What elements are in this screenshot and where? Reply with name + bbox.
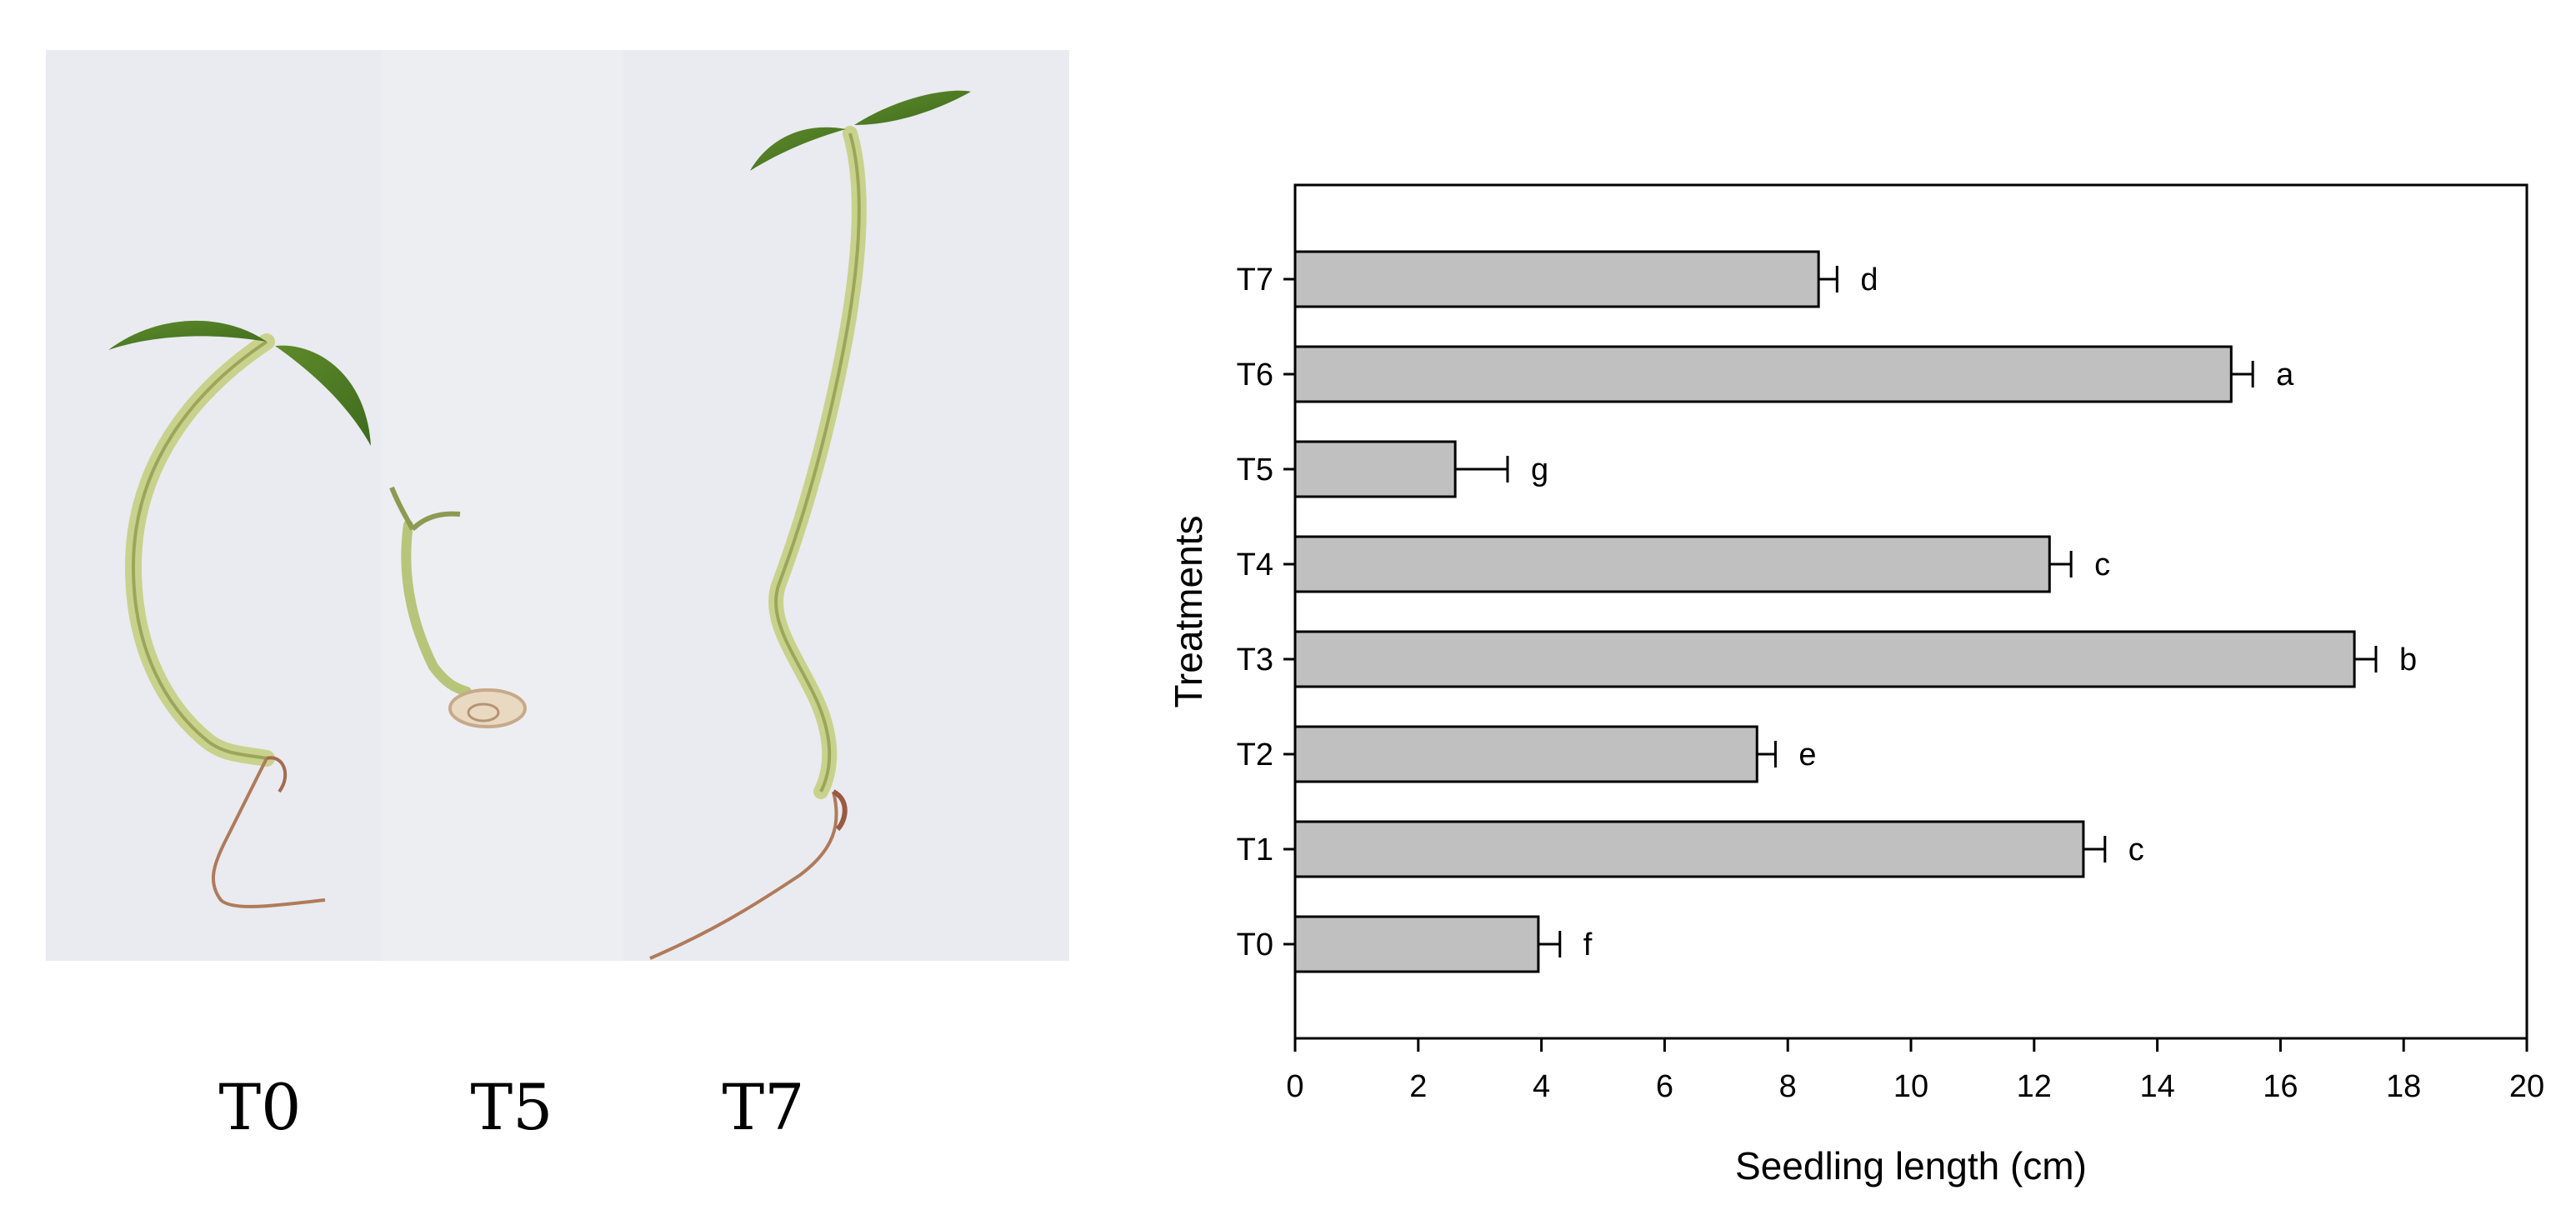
significance-label-t3: b — [2399, 642, 2417, 678]
y-tick-label-t1: T1 — [1237, 832, 1273, 868]
x-axis-title: Seedling length (cm) — [1735, 1144, 2087, 1188]
x-tick-label-0: 0 — [1286, 1069, 1303, 1104]
significance-label-t5: g — [1531, 452, 1548, 488]
x-tick-label-18: 18 — [2386, 1069, 2421, 1104]
bar-t4 — [1293, 535, 2051, 593]
photo-label-t5: T5 — [470, 1070, 553, 1144]
x-tick-label-16: 16 — [2263, 1069, 2298, 1104]
significance-label-t2: e — [1798, 738, 1816, 772]
bars-layer: f c e b c g a d — [1293, 250, 2417, 973]
bar-t2 — [1293, 725, 1758, 783]
photo-panel-t5 — [382, 50, 623, 961]
x-tick-label-14: 14 — [2139, 1069, 2174, 1104]
y-tick-label-t6: T6 — [1237, 358, 1273, 392]
significance-label-t4: c — [2094, 548, 2110, 582]
bar-t6 — [1293, 345, 2233, 403]
bar-t3 — [1293, 630, 2356, 688]
seedling-t0 — [108, 320, 371, 908]
bar-t7 — [1293, 250, 1820, 308]
significance-label-t7: d — [1860, 262, 1878, 298]
significance-label-t6: a — [2276, 358, 2294, 392]
seedling-photo: T0 T5 T7 — [46, 50, 1069, 1144]
seedling-t7 — [649, 90, 971, 960]
y-axis-title: Treatments — [1167, 516, 1210, 708]
plot-frame — [1293, 183, 2528, 1040]
x-tick-label-4: 4 — [1533, 1069, 1550, 1104]
y-tick-label-t4: T4 — [1237, 548, 1273, 582]
y-tick-label-t7: T7 — [1237, 262, 1273, 298]
photo-label-t0: T0 — [218, 1070, 301, 1144]
seedling-t5 — [389, 486, 527, 728]
y-tick-label-t5: T5 — [1237, 452, 1273, 488]
x-tick-label-20: 20 — [2509, 1069, 2544, 1104]
x-tick-label-12: 12 — [2017, 1069, 2052, 1104]
x-tick-label-8: 8 — [1779, 1069, 1797, 1104]
y-tick-label-t3: T3 — [1237, 642, 1273, 678]
x-axis-ticks: 0 2 4 6 8 10 12 14 16 18 20 — [1286, 1038, 2544, 1104]
bar-t0 — [1293, 915, 1540, 973]
y-tick-label-t0: T0 — [1237, 928, 1273, 962]
photo-label-t7: T7 — [722, 1070, 804, 1144]
x-tick-label-6: 6 — [1656, 1069, 1673, 1104]
y-tick-label-t2: T2 — [1237, 738, 1273, 772]
bar-chart: f c e b c g a d T0 T1 T2 T3 T4 T5 T6 T7 0 2 4 6 8 10 12 14 16 1… — [1167, 183, 2544, 1188]
significance-label-t1: c — [2128, 832, 2144, 868]
bar-t1 — [1293, 820, 2085, 878]
y-axis-ticks: T0 T1 T2 T3 T4 T5 T6 T7 — [1237, 262, 1295, 962]
x-tick-label-2: 2 — [1409, 1069, 1427, 1104]
significance-label-t0: f — [1583, 928, 1593, 962]
x-tick-label-10: 10 — [1893, 1069, 1928, 1104]
bar-t5 — [1293, 440, 1457, 498]
